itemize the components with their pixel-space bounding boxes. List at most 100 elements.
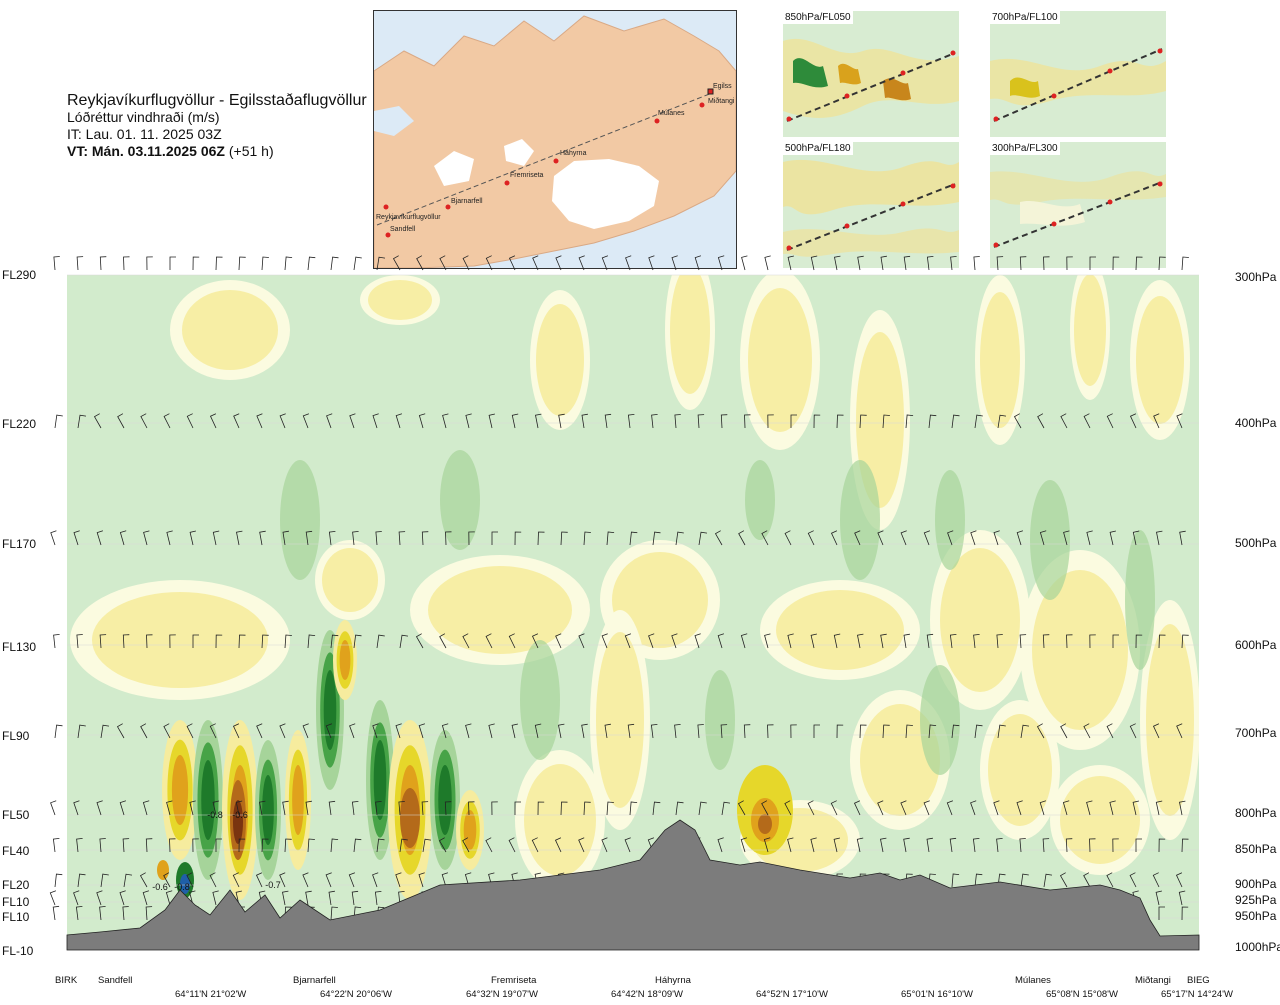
wind-barb-292	[1016, 800, 1023, 816]
wind-barb-168	[462, 633, 470, 649]
wind-barb-63	[349, 413, 356, 429]
wind-barb-54	[140, 413, 148, 429]
wind-barb-322	[554, 837, 562, 853]
field-cell-61	[201, 760, 215, 840]
wind-barb-220	[511, 723, 518, 739]
wind-barb-44	[1066, 256, 1073, 271]
wind-barb-317	[438, 837, 447, 853]
wind-barb-55	[163, 413, 171, 429]
wind-barb-212	[325, 723, 333, 739]
wind-barb-98	[1153, 413, 1160, 429]
wind-barb-237	[905, 724, 913, 739]
wind-barb-40	[973, 256, 980, 271]
wind-barb-11	[307, 256, 316, 271]
wind-barb-193	[1042, 634, 1050, 649]
wind-barb-276	[652, 801, 661, 816]
inset-700-svg	[990, 11, 1166, 137]
wind-barb-120	[514, 531, 522, 546]
wind-barb-51	[77, 414, 87, 429]
wind-barb-335	[856, 837, 864, 853]
wind-barb-173	[578, 633, 585, 649]
wind-barb-119	[491, 531, 498, 545]
wind-barb-104	[143, 530, 150, 546]
wind-barb-223	[581, 723, 588, 739]
inset-300: 300hPa/FL300	[990, 142, 1166, 268]
field-cell-67	[262, 775, 274, 845]
hpa-label-700: 700hPa	[1235, 726, 1277, 740]
wind-barb-245	[1083, 723, 1091, 739]
wind-barb-78	[697, 414, 705, 429]
wind-barb-392	[1020, 873, 1029, 888]
wind-barb-342	[1019, 838, 1026, 853]
wind-barb-157	[215, 634, 223, 649]
wind-barb-273	[583, 801, 591, 816]
wind-barb-149	[1179, 530, 1186, 546]
wind-barb-354	[139, 872, 148, 888]
wind-barb-310	[284, 838, 292, 853]
wind-barb-213	[349, 723, 356, 739]
wind-barb-48	[1158, 256, 1166, 271]
wind-barb-163	[353, 634, 362, 649]
field-cell-19	[92, 592, 268, 688]
wind-barb-71	[535, 413, 542, 429]
wind-barb-270	[514, 801, 521, 815]
wind-barb-126	[652, 531, 661, 546]
wind-barb-359	[255, 872, 263, 888]
wind-barb-67	[442, 413, 449, 429]
wind-barb-74	[604, 413, 612, 429]
fl-label-40: FL40	[2, 844, 30, 858]
wind-barb-90	[974, 414, 983, 429]
wind-barb-352	[100, 873, 109, 888]
wind-barb-140	[970, 530, 977, 546]
wind-barb-103	[119, 530, 127, 546]
wind-barb-405	[165, 890, 173, 906]
coord-5: 65°01'N 16°10'W	[901, 989, 973, 1000]
wind-barb-311	[307, 838, 315, 853]
wind-barb-357	[209, 872, 217, 888]
wind-barb-280	[737, 800, 746, 816]
wind-barb-159	[261, 634, 269, 649]
wind-barb-15	[392, 255, 401, 271]
wind-barb-155	[169, 634, 176, 649]
wind-barb-1	[76, 256, 84, 271]
field-cell-21	[428, 566, 572, 654]
wind-barb-144	[1063, 530, 1070, 546]
wind-barb-42	[1019, 256, 1027, 271]
wind-barb-45	[1089, 256, 1096, 270]
wind-barb-414	[374, 891, 382, 906]
field-cell-94	[157, 860, 169, 880]
wind-barb-100	[50, 530, 57, 546]
wind-barb-345	[1089, 838, 1096, 853]
wind-barb-400	[49, 890, 57, 906]
waypoint-mulanes-dot	[654, 118, 660, 124]
wind-barb-217	[441, 723, 449, 739]
wind-barb-290	[970, 800, 977, 816]
wind-barb-46	[1112, 256, 1120, 271]
wind-barb-167	[439, 633, 447, 649]
wind-barb-77	[674, 414, 681, 429]
field-cell-48	[745, 460, 775, 540]
wind-barb-340	[972, 838, 980, 853]
wind-barb-294	[1062, 800, 1070, 816]
waypoint-egilsstadir-marker	[707, 88, 714, 95]
map-label-sandfell: Sandfell	[390, 226, 416, 233]
wind-barb-146	[1109, 530, 1116, 546]
extremum-label-1: -0.8	[174, 882, 190, 892]
wind-barb-194	[1066, 634, 1073, 649]
wind-barb-407	[212, 890, 219, 906]
field-cell-73	[323, 670, 337, 750]
hpa-label-900: 900hPa	[1235, 877, 1277, 891]
wind-barb-110	[282, 530, 289, 546]
wind-barb-19	[485, 255, 493, 271]
route-map: Reykjavíkurflugvöllur Sandfell Bjarnarfe…	[373, 10, 737, 269]
fjord-detail	[374, 106, 414, 136]
wind-barb-136	[877, 530, 884, 546]
wind-barb-188	[926, 633, 934, 649]
wind-barb-97	[1129, 413, 1137, 429]
wind-barb-166	[415, 633, 424, 649]
wind-barb-195	[1089, 634, 1096, 649]
wind-barb-350	[54, 873, 63, 888]
wind-barb-34	[834, 255, 841, 271]
wind-barb-197	[1135, 634, 1143, 649]
wind-barb-301	[76, 838, 83, 853]
